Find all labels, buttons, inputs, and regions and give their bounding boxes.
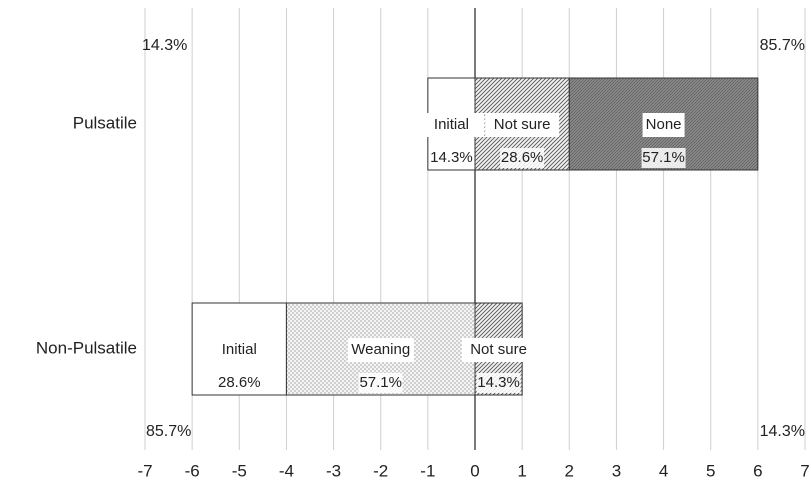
labels: -7 -6 -5 -4 -3 -2 -1 0 1 2 3 4 5 6 7 Pulsatile Non-Pulsa…: [36, 37, 810, 480]
segment-label-bg: [347, 338, 414, 362]
x-tick-label: 0: [470, 461, 479, 480]
x-tick-label: 5: [706, 461, 715, 480]
category-label: Pulsatile: [73, 113, 137, 132]
x-tick-label: 6: [753, 461, 762, 480]
segment-label-bg: [461, 338, 536, 362]
segment-label-bg: [358, 373, 403, 393]
right-total-label: 14.3%: [760, 423, 805, 440]
segment-percent-label: 14.3%: [477, 374, 520, 391]
segment-name-label: Weaning: [351, 341, 410, 358]
segment-label-bg: [206, 338, 273, 362]
segment-label-bg: [500, 148, 545, 168]
segment-name-label: Not sure: [494, 116, 551, 133]
segment-name-label: Initial: [222, 341, 257, 358]
segment-name-label: None: [646, 116, 682, 133]
segment-label-bg: [217, 373, 262, 393]
segment-label-bg: [642, 113, 685, 137]
segment-percent-label: 57.1%: [359, 374, 402, 391]
category-label: Non-Pulsatile: [36, 338, 137, 357]
left-total-label: 85.7%: [146, 423, 191, 440]
segment-label-bg: [429, 148, 474, 168]
x-tick-label: 2: [565, 461, 574, 480]
segment-name-label: Not sure: [470, 341, 527, 358]
segment-label-bg: [485, 113, 560, 137]
segment-percent-label: 28.6%: [218, 374, 261, 391]
segment-label-bg: [641, 148, 686, 168]
segment-label-bg: [476, 373, 521, 393]
right-total-label: 85.7%: [760, 37, 805, 54]
x-tick-label: -2: [373, 461, 388, 480]
x-tick-label: -6: [185, 461, 200, 480]
x-tick-label: -7: [137, 461, 152, 480]
segment-percent-label: 57.1%: [642, 149, 685, 166]
x-tick-label: 7: [800, 461, 809, 480]
x-tick-label: -1: [420, 461, 435, 480]
segment-percent-label: 28.6%: [501, 149, 544, 166]
left-total-label: 14.3%: [142, 37, 187, 54]
x-tick-label: -4: [279, 461, 294, 480]
x-tick-label: -3: [326, 461, 341, 480]
segment-name-label: Initial: [434, 116, 469, 133]
segment-percent-label: 14.3%: [430, 149, 473, 166]
x-tick-label: 3: [612, 461, 621, 480]
x-tick-label: -5: [232, 461, 247, 480]
x-tick-label: 1: [517, 461, 526, 480]
x-tick-label: 4: [659, 461, 668, 480]
segment-label-bg: [418, 113, 485, 137]
